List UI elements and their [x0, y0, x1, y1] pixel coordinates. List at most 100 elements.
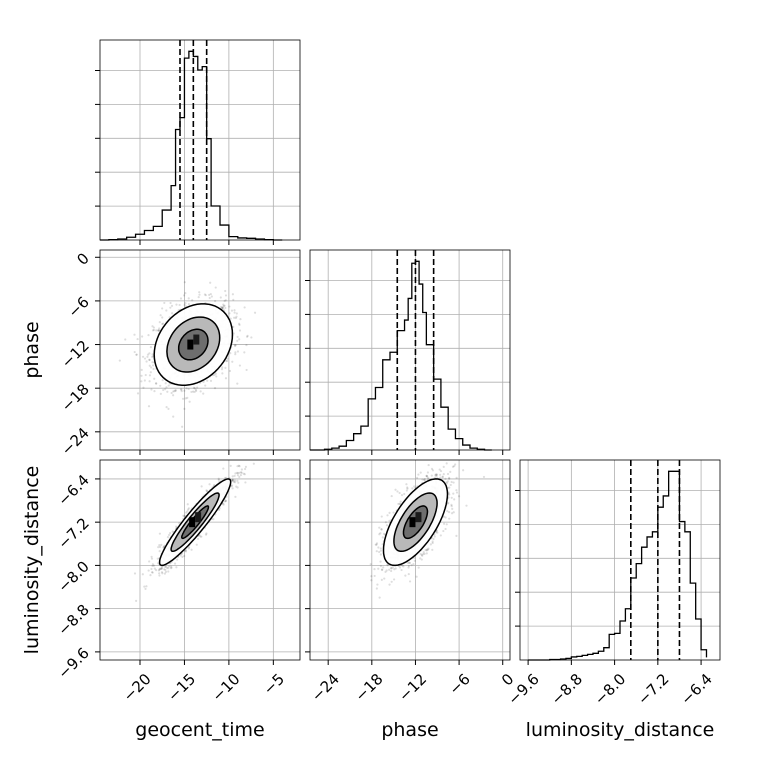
- joint-geocent_time-luminosity_distance-sample-point: [238, 465, 241, 468]
- joint-phase-luminosity_distance-sample-point: [462, 469, 465, 472]
- joint-geocent_time-phase-sample-point: [173, 389, 176, 393]
- marginal-phase-histogram: [310, 260, 492, 451]
- joint-geocent_time-luminosity_distance-sample-point: [217, 478, 220, 481]
- joint-geocent_time-luminosity_distance-sample-point: [205, 489, 208, 492]
- joint-phase-luminosity_distance-sample-point: [390, 580, 393, 583]
- joint-phase-luminosity_distance-sample-point: [370, 575, 373, 578]
- joint-geocent_time-phase-sample-point: [165, 386, 168, 389]
- joint-geocent_time-phase-sample-point: [208, 296, 211, 300]
- joint-phase-luminosity_distance-sample-point: [439, 473, 442, 476]
- joint-phase-luminosity_distance-sample-point: [376, 583, 379, 586]
- joint-phase-luminosity_distance-sample-point: [379, 560, 382, 563]
- joint-phase-luminosity_distance-sample-point: [453, 498, 456, 501]
- joint-geocent_time-luminosity_distance-sample-point: [158, 572, 161, 575]
- joint-geocent_time-luminosity_distance-sample-point: [164, 565, 168, 568]
- joint-geocent_time-phase-sample-point: [226, 357, 229, 360]
- joint-phase-luminosity_distance-sample-point: [384, 521, 387, 524]
- joint-geocent_time-luminosity_distance-sample-point: [236, 472, 239, 475]
- joint-geocent_time-phase-sample-point: [250, 336, 253, 339]
- joint-geocent_time-luminosity_distance-sample-point: [187, 507, 190, 510]
- joint-geocent_time-luminosity_distance-sample-point: [236, 471, 239, 474]
- joint-geocent_time-phase-sample-point: [184, 397, 187, 400]
- joint-geocent_time-luminosity_distance-sample-point: [200, 485, 203, 488]
- joint-geocent_time-luminosity_distance-sample-point: [224, 499, 227, 503]
- joint-phase-luminosity_distance-peak-bin: [409, 517, 416, 528]
- joint-geocent_time-luminosity_distance-sample-point: [244, 465, 248, 468]
- joint-geocent_time-phase-sample-point: [148, 380, 151, 383]
- joint-geocent_time-luminosity_distance-sample-point: [160, 571, 164, 574]
- joint-geocent_time-phase-sample-point: [224, 366, 227, 369]
- joint-geocent_time-phase-sample-point: [224, 377, 228, 380]
- joint-geocent_time-phase-sample-point: [253, 311, 257, 314]
- joint-geocent_time-phase-sample-point: [159, 384, 162, 387]
- joint-geocent_time-phase-sample-point: [159, 314, 162, 317]
- joint-geocent_time-luminosity_distance-sample-point: [135, 599, 138, 602]
- joint-phase-luminosity_distance-sample-point: [455, 489, 458, 492]
- joint-geocent_time-phase-sample-point: [152, 367, 155, 371]
- joint-phase-luminosity_distance-sample-point: [386, 514, 389, 517]
- joint-phase-luminosity_distance-sample-point: [390, 569, 393, 573]
- joint-geocent_time-luminosity_distance-sample-point: [240, 468, 243, 471]
- joint-phase-luminosity_distance-sample-point: [381, 568, 384, 571]
- joint-geocent_time-luminosity_distance-sample-point: [222, 502, 225, 505]
- joint-geocent_time-luminosity_distance-sample-point: [175, 525, 178, 528]
- joint-phase-luminosity_distance-sample-point: [448, 486, 451, 489]
- joint-geocent_time-luminosity_distance-sample-point: [233, 481, 237, 484]
- joint-geocent_time-phase-sample-point: [204, 384, 207, 387]
- joint-geocent_time-phase-sample-point: [170, 304, 174, 307]
- joint-geocent_time-luminosity_distance-sample-point: [233, 479, 237, 482]
- joint-geocent_time-luminosity_distance-sample-point: [182, 514, 185, 517]
- joint-geocent_time-luminosity_distance-sample-point: [173, 562, 177, 565]
- joint-geocent_time-phase-sample-point: [170, 391, 173, 395]
- joint-geocent_time-phase-sample-point: [238, 322, 241, 325]
- joint-phase-luminosity_distance-sample-point: [453, 465, 456, 468]
- joint-geocent_time-luminosity_distance-sample-point: [186, 503, 189, 506]
- joint-geocent_time-phase-sample-point: [140, 374, 143, 377]
- joint-geocent_time-phase-sample-point: [133, 350, 136, 354]
- joint-geocent_time-luminosity_distance-sample-point: [237, 464, 240, 467]
- joint-geocent_time-phase-sample-point: [148, 352, 151, 355]
- joint-geocent_time-phase-sample-point: [157, 329, 161, 332]
- joint-geocent_time-phase-sample-point: [166, 390, 169, 393]
- joint-geocent_time-luminosity_distance-sample-point: [150, 557, 154, 560]
- joint-phase-luminosity_distance-sample-point: [379, 547, 382, 550]
- joint-geocent_time-phase-sample-point: [202, 392, 205, 395]
- marginal-luminosity_distance-frame: [519, 459, 721, 661]
- joint-geocent_time-phase-sample-point: [225, 360, 228, 363]
- joint-geocent_time-phase-sample-point: [184, 301, 187, 305]
- joint-geocent_time-phase-sample-point: [158, 327, 161, 330]
- joint-geocent_time-luminosity_distance-sample-point: [164, 568, 167, 572]
- joint-geocent_time-phase-sample-point: [238, 338, 241, 341]
- joint-geocent_time-phase-sample-point: [236, 350, 240, 353]
- joint-phase-luminosity_distance-sample-point: [442, 529, 445, 533]
- joint-phase-luminosity_distance-sample-point: [408, 580, 412, 583]
- joint-geocent_time-phase-sample-point: [183, 303, 186, 307]
- joint-phase-luminosity_distance-sample-point: [422, 550, 425, 554]
- joint-geocent_time-phase-sample-point: [224, 289, 227, 293]
- joint-geocent_time-luminosity_distance-sample-point: [181, 555, 184, 559]
- joint-geocent_time-phase-sample-point: [199, 390, 202, 393]
- joint-phase-luminosity_distance-sample-point: [390, 494, 393, 498]
- joint-geocent_time-phase-sample-point: [133, 333, 136, 336]
- joint-geocent_time-phase-sample-point: [190, 390, 193, 394]
- joint-phase-luminosity_distance-sample-point: [396, 490, 399, 493]
- joint-geocent_time-luminosity_distance-sample-point: [229, 464, 232, 468]
- joint-geocent_time-phase-sample-point: [167, 384, 170, 387]
- joint-geocent_time-phase-sample-point: [142, 386, 145, 389]
- joint-geocent_time-phase-sample-point: [192, 386, 196, 389]
- joint-geocent_time-phase-sample-point: [238, 329, 242, 332]
- joint-geocent_time-luminosity_distance-sample-point: [167, 570, 170, 573]
- joint-phase-luminosity_distance-sample-point: [388, 583, 391, 586]
- joint-geocent_time-phase-sample-point: [222, 303, 225, 306]
- joint-phase-luminosity_distance-peak-bin: [415, 512, 422, 523]
- joint-geocent_time-phase-sample-point: [179, 388, 183, 391]
- joint-geocent_time-phase-sample-point: [148, 364, 151, 367]
- joint-phase-luminosity_distance-sample-point: [392, 511, 395, 514]
- joint-geocent_time-phase-sample-point: [174, 389, 177, 393]
- joint-phase-luminosity_distance-sample-point: [419, 471, 422, 474]
- joint-phase-luminosity_distance-sample-point: [417, 473, 420, 476]
- joint-geocent_time-luminosity_distance-sample-point: [200, 535, 203, 538]
- joint-geocent_time-phase-contour-level-3: [177, 328, 209, 361]
- joint-geocent_time-luminosity_distance-sample-point: [160, 567, 163, 570]
